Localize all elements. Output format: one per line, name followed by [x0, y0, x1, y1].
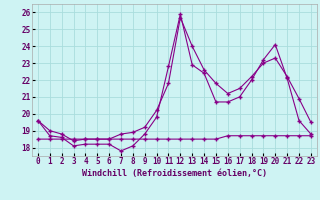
X-axis label: Windchill (Refroidissement éolien,°C): Windchill (Refroidissement éolien,°C) — [82, 169, 267, 178]
